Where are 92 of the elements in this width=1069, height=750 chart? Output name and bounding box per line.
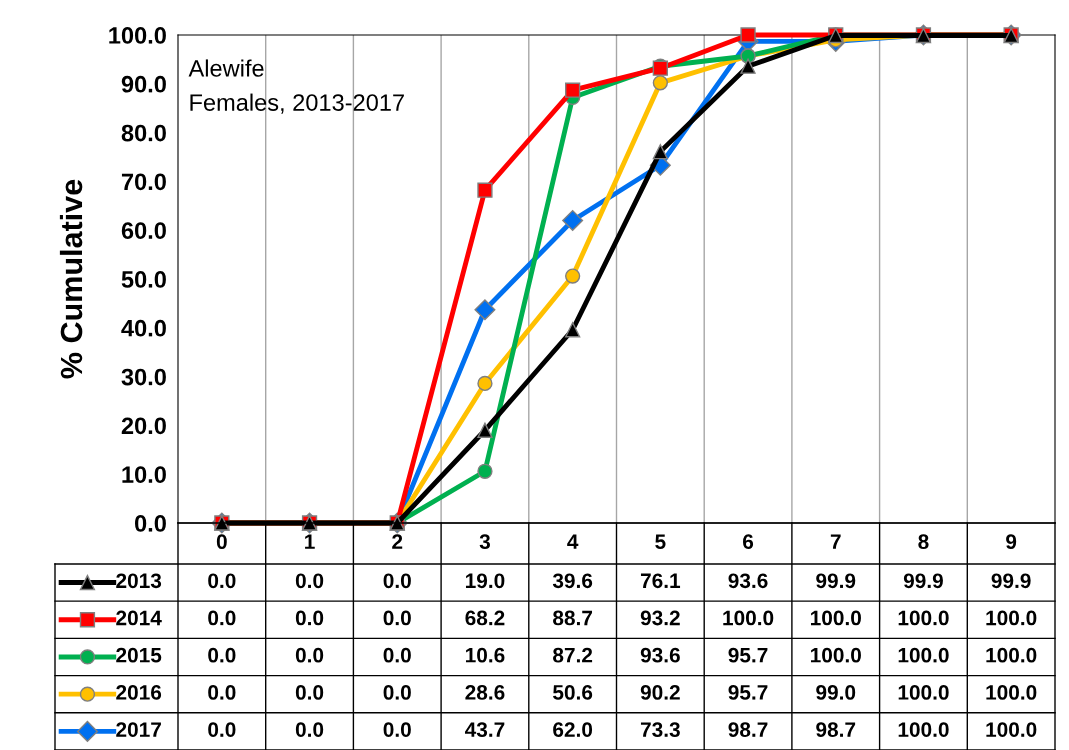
data-label: 100.0 — [986, 610, 1037, 626]
data-label: 100.0 — [811, 610, 861, 626]
data-label: 100.0 — [898, 722, 949, 737]
data-label: 73.3 — [640, 722, 680, 738]
point — [740, 58, 756, 74]
data-label: 95.7 — [728, 685, 768, 700]
data-label: 0.0 — [295, 722, 324, 737]
data-label: 100.0 — [811, 647, 861, 663]
y-tick-label: 0.0 — [135, 515, 166, 532]
data-label: 0.0 — [208, 610, 236, 626]
x-tick-label: 5 — [655, 534, 666, 550]
x-tick-label: 6 — [743, 534, 754, 550]
point — [477, 182, 493, 198]
y-tick-label: 40.0 — [121, 319, 166, 337]
legend-label: 2013 — [116, 573, 162, 589]
point — [477, 422, 493, 438]
y-tick-label: 90.0 — [121, 75, 166, 93]
data-label: 0.0 — [208, 722, 236, 737]
y-tick-label: 50.0 — [121, 271, 166, 288]
data-label: 95.7 — [728, 647, 768, 663]
data-label: 100.0 — [986, 722, 1037, 737]
point — [652, 143, 668, 160]
data-label: 76.1 — [640, 573, 681, 589]
data-label: 0.0 — [383, 573, 411, 589]
point — [652, 75, 668, 91]
data-label: 0.0 — [295, 610, 324, 626]
legend-label: 2016 — [116, 685, 162, 700]
data-label: 99.9 — [903, 573, 943, 589]
x-tick-label: 1 — [305, 534, 315, 549]
y-tick-label: 60.0 — [121, 222, 166, 239]
data-label: 50.6 — [553, 685, 593, 700]
data-label: 93.6 — [640, 647, 680, 663]
text: Alewife — [188, 59, 264, 77]
data-label: 39.6 — [552, 573, 593, 589]
data-label: 99.0 — [816, 685, 856, 700]
y-tick-label: 10.0 — [122, 466, 166, 483]
x-tick-label: 7 — [830, 534, 841, 549]
legend-label: 2017 — [116, 722, 161, 737]
x-tick-label: 2 — [392, 534, 403, 549]
data-label: 62.0 — [553, 722, 593, 737]
data-label: 0.0 — [295, 573, 324, 589]
data-label: 0.0 — [383, 722, 411, 737]
data-label: 100.0 — [723, 610, 774, 626]
point — [565, 322, 581, 338]
x-tick-label: 9 — [1006, 534, 1017, 550]
point — [740, 27, 756, 43]
point — [565, 82, 581, 98]
x-tick-label: 3 — [479, 534, 490, 550]
data-label: 100.0 — [898, 685, 949, 700]
point — [477, 463, 493, 479]
data-label: 93.2 — [640, 610, 680, 626]
point — [565, 268, 581, 284]
x-tick-label: 0 — [216, 534, 227, 550]
data-label: 0.0 — [295, 647, 324, 663]
data-label: 28.6 — [465, 685, 505, 700]
text: Females, 2013-2017 — [190, 93, 404, 114]
data-label: 0.0 — [208, 685, 236, 700]
data-label: 0.0 — [383, 647, 411, 663]
data-label: 100.0 — [898, 610, 949, 626]
data-label: 98.7 — [816, 722, 856, 737]
data-label: 88.7 — [553, 610, 593, 626]
y-tick-label: 20.0 — [121, 417, 166, 435]
point — [477, 375, 493, 392]
x-tick-label: 4 — [567, 534, 579, 549]
data-label: 98.7 — [728, 722, 768, 737]
point — [562, 209, 584, 231]
data-label: 0.0 — [208, 647, 236, 663]
data-label: 0.0 — [208, 573, 236, 589]
data-label: 99.9 — [816, 573, 856, 589]
data-label: 0.0 — [383, 685, 411, 700]
data-label: 100.0 — [986, 647, 1037, 663]
data-label: 100.0 — [898, 647, 949, 663]
y-axis-title: % Cumulative — [59, 179, 83, 379]
legend-label: 2015 — [116, 647, 162, 663]
data-label: 99.9 — [991, 573, 1031, 589]
data-label: 10.6 — [465, 647, 505, 663]
data-label: 68.2 — [465, 610, 505, 626]
data-label: 93.6 — [728, 573, 768, 589]
point — [474, 299, 496, 321]
y-tick-label: 80.0 — [121, 124, 166, 142]
data-label: 0.0 — [295, 685, 324, 700]
x-tick-label: 8 — [918, 534, 929, 550]
y-tick-label: 30.0 — [121, 368, 166, 386]
y-tick-label: 70.0 — [121, 173, 166, 191]
y-tick-label: 100.0 — [109, 27, 166, 44]
data-label: 43.7 — [464, 722, 505, 738]
data-label: 19.0 — [465, 573, 505, 589]
data-label: 0.0 — [383, 610, 411, 626]
data-label: 90.2 — [640, 685, 680, 700]
data-label: 100.0 — [986, 685, 1037, 700]
legend-label: 2014 — [116, 610, 162, 626]
data-label: 87.2 — [553, 647, 593, 663]
